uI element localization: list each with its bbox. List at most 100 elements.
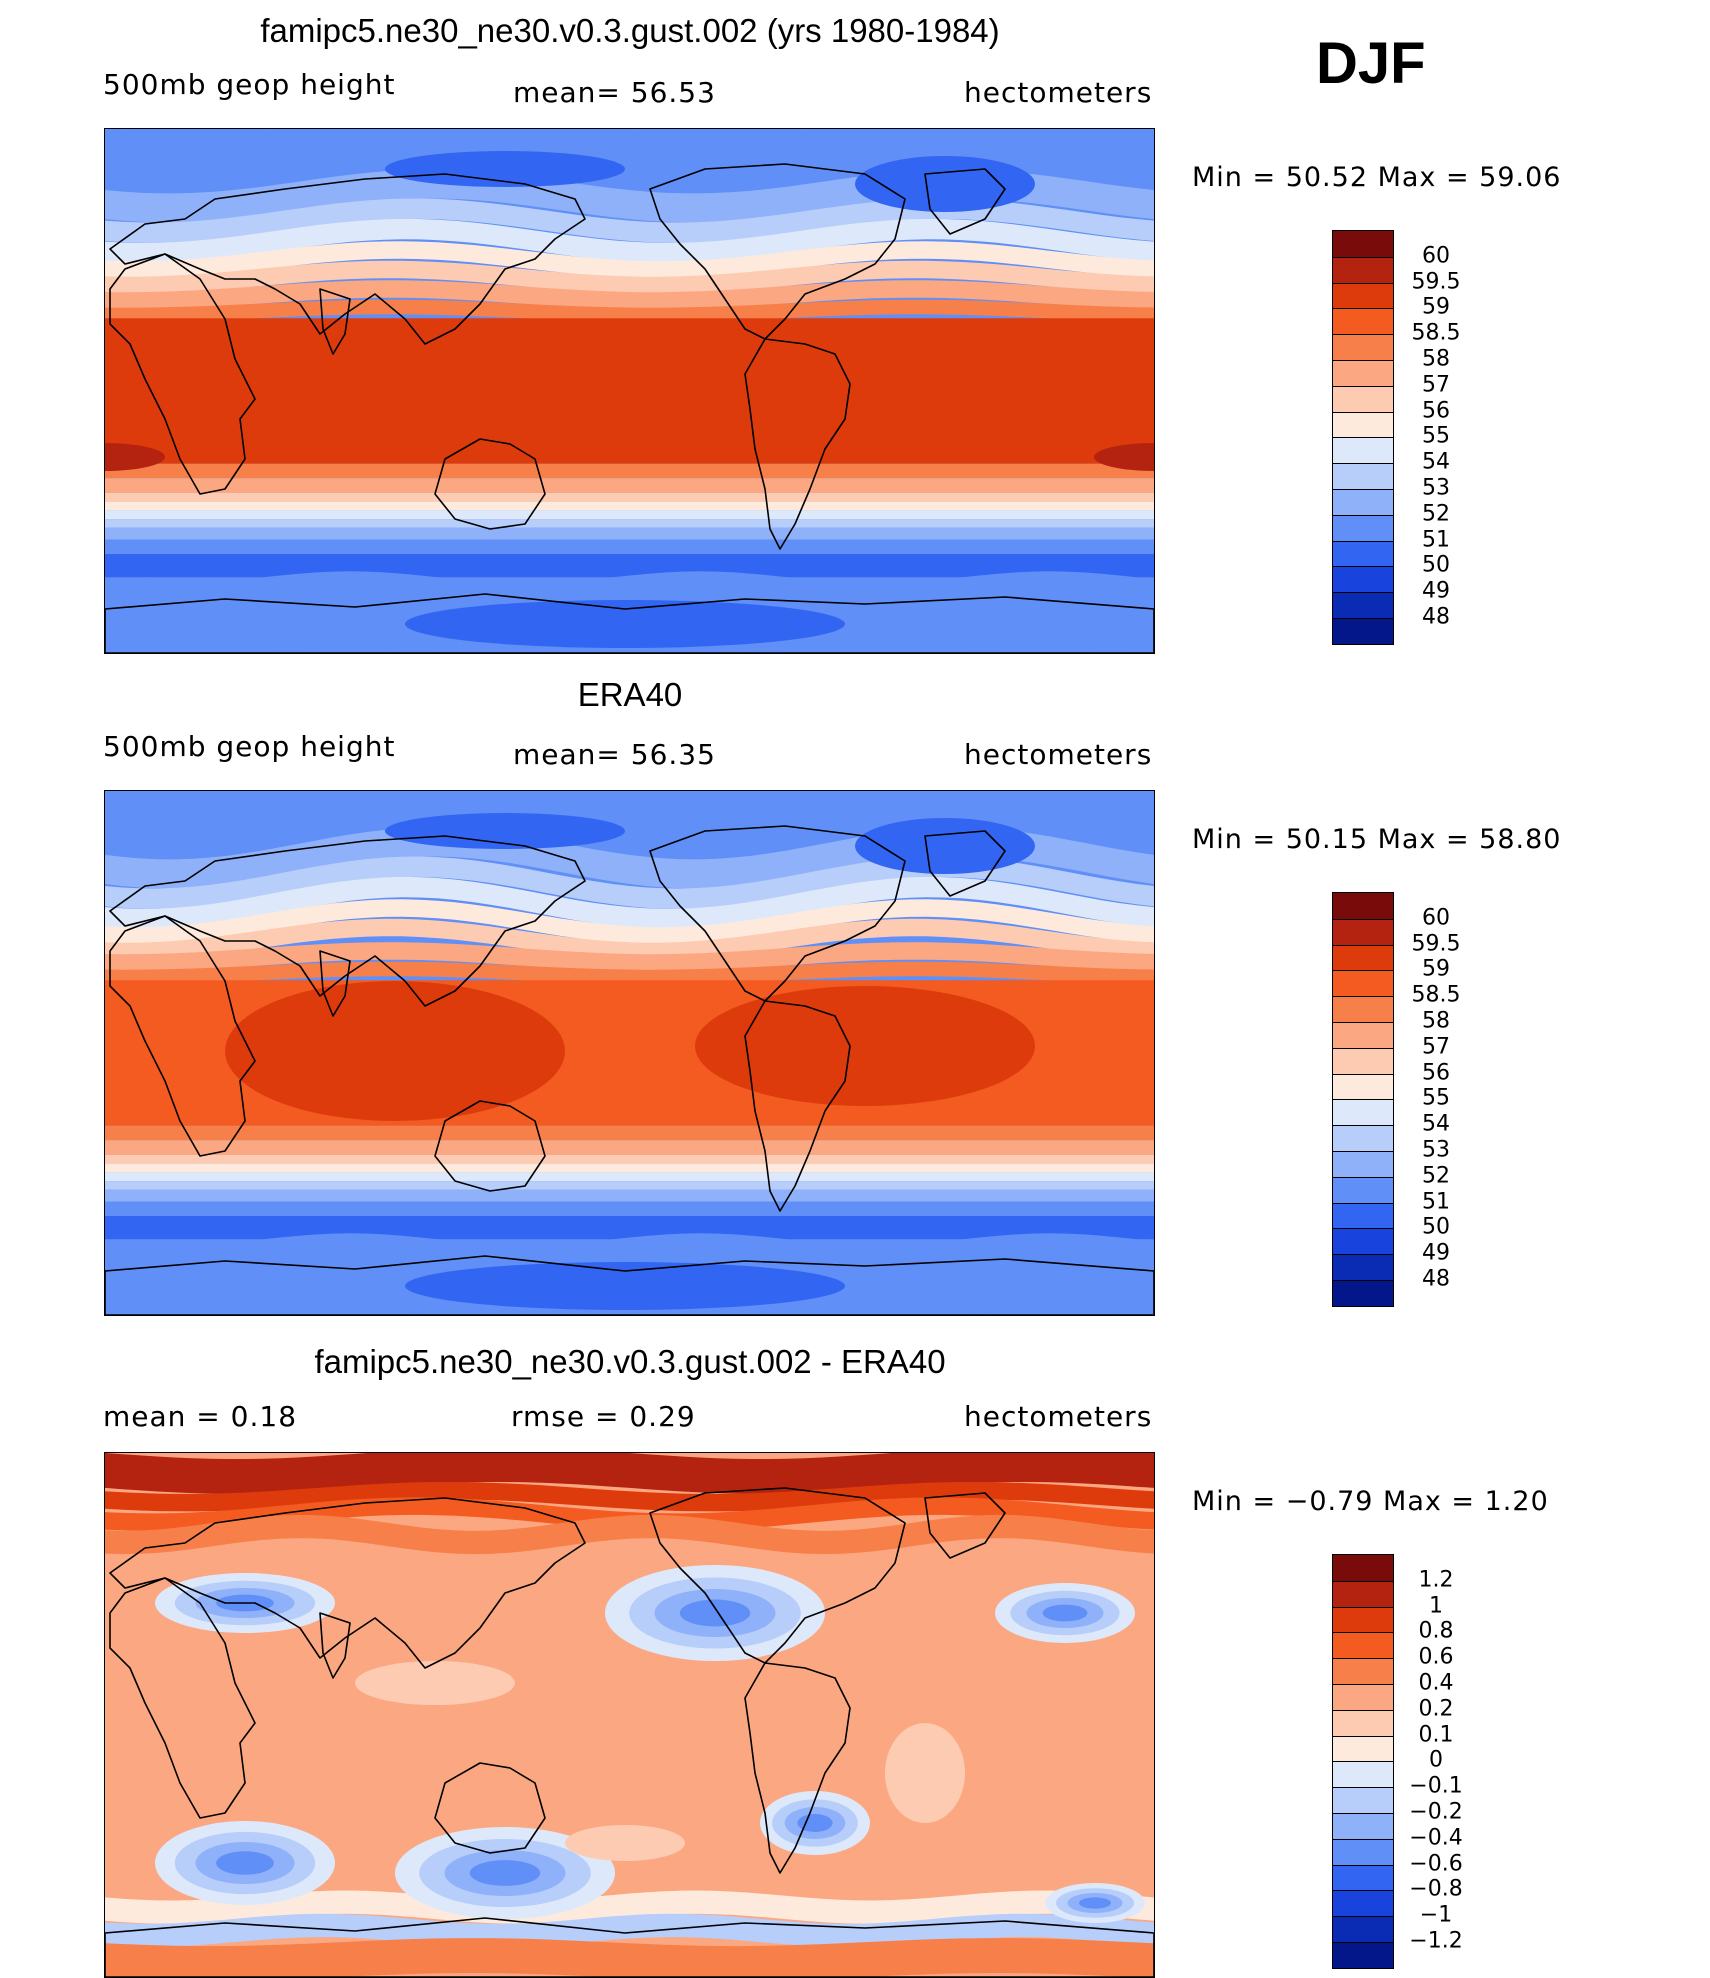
- contour-band: [105, 961, 1154, 985]
- contour-band: [105, 539, 1154, 554]
- coastline: [109, 835, 586, 1007]
- colorbar-label: 50: [1422, 552, 1450, 578]
- coastline: [109, 915, 256, 1157]
- colorbar-label: 48: [1422, 1266, 1450, 1292]
- colorbar-box: [1333, 1202, 1393, 1229]
- colorbar-box: [1333, 1125, 1393, 1151]
- colorbar-box: [1333, 231, 1393, 257]
- colorbar-box: [1333, 1047, 1393, 1074]
- contour-band: [105, 554, 1154, 578]
- colorbar-box: [1333, 1606, 1393, 1633]
- coastlines: [105, 825, 1154, 1315]
- panel-2-mean-label: mean= 56.35: [513, 738, 716, 771]
- coastline: [744, 338, 851, 550]
- contour-band: [105, 1140, 1154, 1155]
- contour-blob: [885, 1723, 965, 1823]
- coastline: [924, 168, 1006, 235]
- colorbar-label: −0.1: [1409, 1773, 1463, 1799]
- colorbar-label: 58: [1422, 346, 1450, 372]
- colorbar-label: 58.5: [1411, 320, 1461, 346]
- colorbar-label: −1.2: [1409, 1928, 1463, 1954]
- coastline: [434, 438, 546, 530]
- contour-band: [105, 899, 1154, 945]
- coastline: [649, 163, 906, 340]
- panel-2-map-svg: [105, 791, 1154, 1315]
- coastline: [319, 288, 351, 355]
- coastline: [744, 1662, 851, 1874]
- coastline: [105, 1255, 1154, 1315]
- colorbar-box: [1333, 1916, 1393, 1942]
- panel-2-field-label: 500mb geop height: [103, 730, 396, 763]
- colorbar-box: [1333, 1890, 1393, 1917]
- colorbar-label: 53: [1422, 1137, 1450, 1163]
- season-label: DJF: [1316, 31, 1426, 96]
- colorbar-box: [1333, 1864, 1393, 1891]
- colorbar-box: [1333, 1941, 1393, 1968]
- colorbar-box: [1333, 1787, 1393, 1813]
- colorbar-label: 56: [1422, 398, 1450, 424]
- colorbar-label: 48: [1422, 604, 1450, 630]
- colorbar-box: [1333, 1658, 1393, 1684]
- coastline: [105, 1917, 1154, 1977]
- colorbar-label: 0.2: [1418, 1696, 1454, 1722]
- contour-blob: [565, 1825, 685, 1861]
- contour-blob: [679, 1599, 751, 1627]
- coastline: [744, 1000, 851, 1212]
- colorbar-label: 0.8: [1418, 1618, 1454, 1644]
- contour-band: [105, 318, 1154, 464]
- colorbar-box: [1333, 1150, 1393, 1177]
- colorbar-label: 0: [1429, 1747, 1443, 1773]
- colorbar-box: [1333, 944, 1393, 971]
- coastline: [434, 1762, 546, 1854]
- coastline: [924, 830, 1006, 897]
- contour-band: [105, 478, 1154, 493]
- colorbar-box: [1333, 308, 1393, 335]
- panel-1-colorbar: [1332, 230, 1394, 645]
- colorbar-label: 52: [1422, 501, 1450, 527]
- colorbar-label: 0.6: [1418, 1644, 1454, 1670]
- coastline: [649, 825, 906, 1002]
- colorbar-label: 57: [1422, 372, 1450, 398]
- colorbar-box: [1333, 592, 1393, 618]
- colorbar-box: [1333, 996, 1393, 1022]
- panel-2-minmax: Min = 50.15 Max = 58.80: [1192, 824, 1562, 855]
- coastline: [109, 1577, 256, 1819]
- contour-max: [1094, 443, 1154, 471]
- contour-band: [105, 1181, 1154, 1190]
- contour-band: [105, 1189, 1154, 1202]
- contour-min: [405, 1262, 845, 1310]
- contour-blob: [797, 1814, 833, 1832]
- panel-3-rmse-label: rmse = 0.29: [511, 1400, 696, 1433]
- colorbar-label: 54: [1422, 1111, 1450, 1137]
- coastline: [649, 1487, 906, 1664]
- contour-min: [405, 600, 845, 648]
- colorbar-label: 51: [1422, 1189, 1450, 1215]
- colorbar-label: −0.8: [1409, 1876, 1463, 1902]
- colorbar-box: [1333, 1021, 1393, 1048]
- panel-3-units-label: hectometers: [964, 1400, 1153, 1433]
- colorbar-box: [1333, 1228, 1393, 1255]
- colorbar-box: [1333, 918, 1393, 945]
- panel-1-title: famipc5.ne30_ne30.v0.3.gust.002 (yrs 198…: [260, 12, 1000, 49]
- colorbar-box: [1333, 970, 1393, 997]
- colorbar-box: [1333, 514, 1393, 541]
- contour-band: [105, 1125, 1154, 1141]
- coastline: [319, 950, 351, 1017]
- contour-max: [105, 443, 165, 471]
- coastlines: [105, 1487, 1154, 1977]
- contour-band: [105, 1453, 1154, 1494]
- contour-band: [105, 241, 1154, 279]
- contour-band: [105, 1514, 1154, 1555]
- colorbar-label: −0.6: [1409, 1851, 1463, 1877]
- contour-blob: [355, 1661, 515, 1705]
- colorbar-box: [1333, 617, 1393, 644]
- contour-band: [105, 1482, 1154, 1512]
- colorbar-box: [1333, 463, 1393, 489]
- panel-1-field-label: 500mb geop height: [103, 68, 396, 101]
- colorbar-box: [1333, 1761, 1393, 1788]
- contour-band: [105, 501, 1154, 511]
- colorbar-box: [1333, 1735, 1393, 1762]
- coastline: [434, 1100, 546, 1192]
- contour-band: [105, 1163, 1154, 1173]
- coastline: [105, 593, 1154, 653]
